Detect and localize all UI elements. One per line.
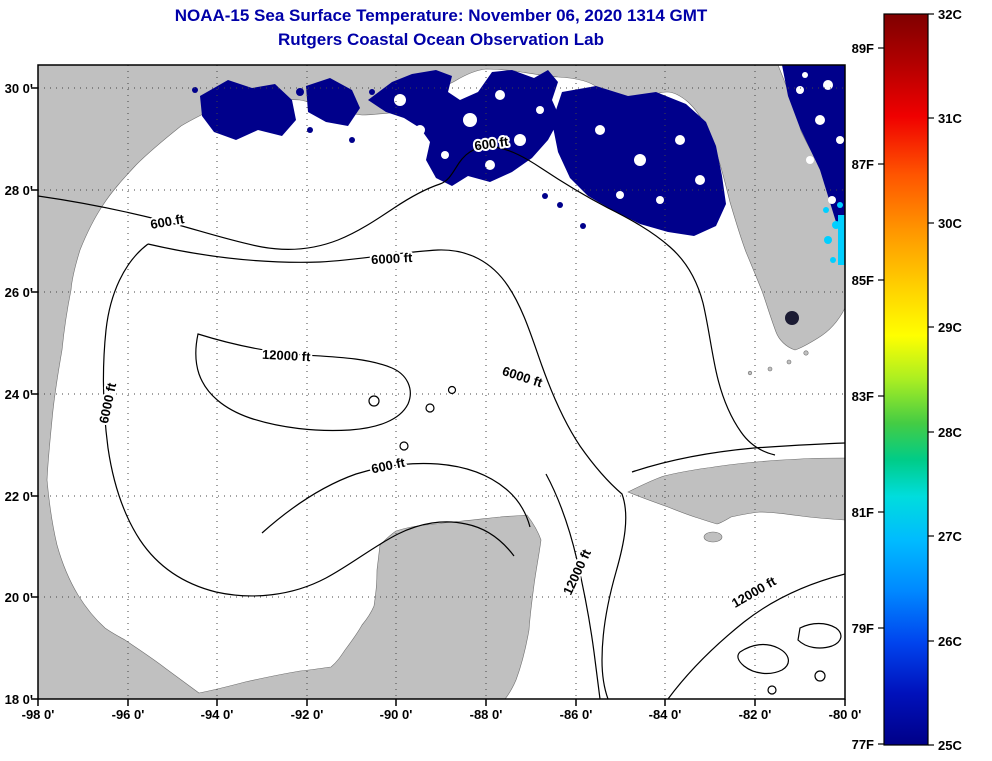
x-axis: -98 0' -96 0' -94 0' -92 0' -90 0' -88 0…: [22, 707, 862, 722]
celsius-label: 32C: [938, 7, 962, 22]
bathymetry-contours: [38, 146, 845, 699]
contour-600ft-campeche-bank: [261, 462, 531, 534]
sst-warm-speckles: [823, 202, 845, 265]
x-tick-label: -96 0': [112, 707, 145, 722]
y-tick-label: 18 0': [5, 692, 33, 707]
x-tick-label: -98 0': [22, 707, 55, 722]
x-tick-label: -80 0': [829, 707, 862, 722]
contour-label-12000ft: 12000 ft: [262, 347, 312, 365]
y-axis: 30 0' 28 0' 26 0' 24 0' 22 0' 20 0' 18 0…: [5, 81, 33, 707]
contour-6000ft-east: [147, 243, 627, 699]
axis-tick-marks: [31, 87, 846, 706]
colorbar: 32C 31C 30C 29C 28C 27C 26C 25C 89F 87F …: [852, 7, 963, 753]
sst-patch-louisiana: [306, 78, 360, 126]
map-plot-area: 600 ft 600 ft 600 ft 6000 ft 6000 ft 600…: [38, 65, 845, 699]
cloud-gaps: [394, 72, 844, 204]
contour-minor-squiggles: [368, 385, 842, 695]
contour-600ft-north-shelf: [38, 146, 776, 456]
y-tick-label: 26 0': [5, 285, 33, 300]
celsius-label: 28C: [938, 425, 962, 440]
graticule-grid: [38, 65, 845, 699]
colorbar-gradient: [883, 13, 929, 746]
page-title: NOAA-15 Sea Surface Temperature: Novembe…: [175, 6, 708, 25]
colorbar-tick-marks: [878, 13, 934, 746]
contour-12000ft-caribbean: [667, 573, 845, 699]
x-tick-label: -92 0': [291, 707, 324, 722]
y-tick-label: 30 0': [5, 81, 33, 96]
celsius-label: 25C: [938, 738, 962, 753]
celsius-label: 30C: [938, 216, 962, 231]
y-tick-label: 28 0': [5, 183, 33, 198]
lake-okeechobee: [785, 311, 799, 325]
fahrenheit-label: 79F: [852, 621, 874, 636]
contour-cuba-north: [631, 442, 845, 473]
sst-patch-atlantic: [782, 65, 845, 252]
x-tick-label: -82 0': [739, 707, 772, 722]
land-layer: [38, 65, 845, 699]
map-frame: [37, 64, 846, 700]
colorbar-celsius-labels: 32C 31C 30C 29C 28C 27C 26C 25C: [938, 7, 962, 753]
colorbar-fahrenheit-labels: 89F 87F 85F 83F 81F 79F 77F: [852, 41, 874, 752]
fahrenheit-label: 89F: [852, 41, 874, 56]
florida-keys-islands: [747, 350, 809, 376]
sst-data-layer: [192, 65, 845, 265]
fahrenheit-label: 81F: [852, 505, 874, 520]
y-tick-label: 24 0': [5, 387, 33, 402]
x-tick-label: -94 0': [201, 707, 234, 722]
contour-label-6000ft: 6000 ft: [371, 250, 414, 267]
contour-12000ft-yucatan-channel: [545, 473, 601, 699]
celsius-label: 27C: [938, 529, 962, 544]
sst-patch-delta: [368, 70, 560, 186]
fahrenheit-label: 87F: [852, 157, 874, 172]
fahrenheit-label: 83F: [852, 389, 874, 404]
fahrenheit-label: 77F: [852, 737, 874, 752]
x-tick-label: -88 0': [470, 707, 503, 722]
fahrenheit-label: 85F: [852, 273, 874, 288]
contour-6000ft-west: [102, 243, 515, 597]
celsius-label: 26C: [938, 634, 962, 649]
x-tick-label: -86 0': [560, 707, 593, 722]
celsius-label: 31C: [938, 111, 962, 126]
y-tick-label: 22 0': [5, 489, 33, 504]
cuba-island: [627, 457, 845, 525]
x-tick-label: -90 0': [380, 707, 413, 722]
celsius-label: 29C: [938, 320, 962, 335]
sst-patch-west: [200, 80, 296, 140]
page-subtitle: Rutgers Coastal Ocean Observation Lab: [278, 30, 604, 49]
x-tick-label: -84 0': [649, 707, 682, 722]
contour-label-600ft: 600 ft: [474, 134, 510, 154]
isla-juventud-island: [703, 531, 723, 543]
y-tick-label: 20 0': [5, 590, 33, 605]
sst-speckles: [192, 87, 586, 229]
contour-12000ft-basin: [195, 333, 411, 432]
